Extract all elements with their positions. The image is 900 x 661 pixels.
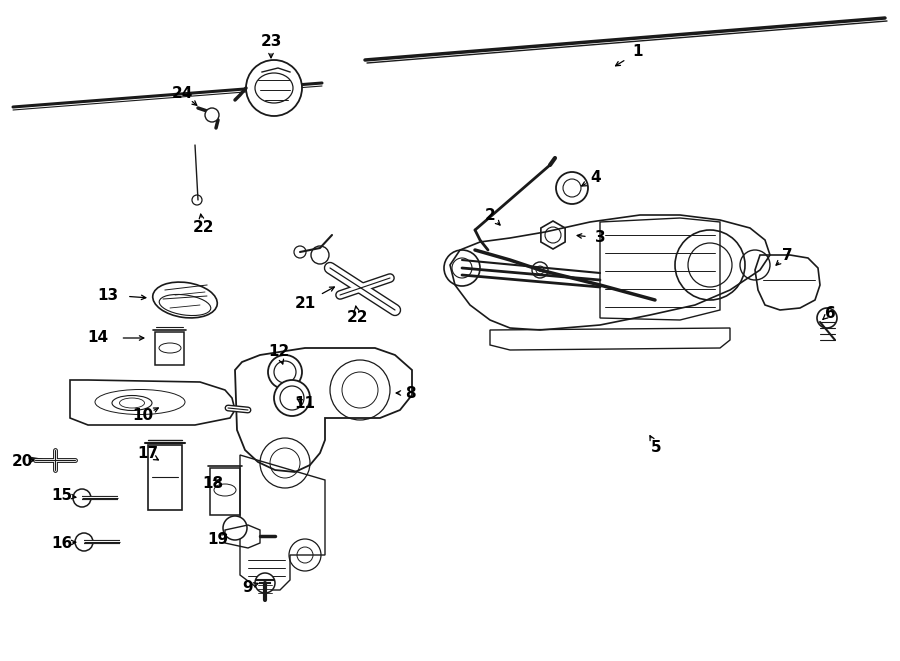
Text: 11: 11: [294, 397, 316, 412]
Text: 12: 12: [268, 344, 290, 360]
Text: 17: 17: [138, 446, 158, 461]
Circle shape: [817, 308, 837, 328]
Text: 6: 6: [824, 305, 835, 321]
Circle shape: [75, 533, 93, 551]
Circle shape: [268, 355, 302, 389]
Text: 22: 22: [347, 311, 369, 325]
Circle shape: [255, 573, 275, 593]
Text: 22: 22: [193, 221, 214, 235]
Circle shape: [274, 380, 310, 416]
Text: 14: 14: [87, 330, 109, 346]
Text: 1: 1: [633, 44, 643, 59]
Text: 24: 24: [171, 85, 193, 100]
Text: 2: 2: [484, 208, 495, 223]
Text: 19: 19: [207, 533, 229, 547]
Text: 15: 15: [51, 488, 73, 502]
Text: 21: 21: [294, 295, 316, 311]
Text: 16: 16: [51, 535, 73, 551]
Text: 9: 9: [243, 580, 253, 594]
Circle shape: [223, 516, 247, 540]
Circle shape: [556, 172, 588, 204]
Circle shape: [205, 108, 219, 122]
Text: 8: 8: [405, 385, 415, 401]
Text: 7: 7: [782, 247, 792, 262]
Circle shape: [73, 489, 91, 507]
Text: 18: 18: [202, 475, 223, 490]
Text: 3: 3: [595, 231, 606, 245]
Text: 10: 10: [132, 408, 154, 424]
Text: 23: 23: [260, 34, 282, 50]
Text: 5: 5: [651, 440, 661, 455]
Text: 4: 4: [590, 171, 601, 186]
Circle shape: [246, 60, 302, 116]
Text: 13: 13: [97, 288, 119, 303]
Text: 20: 20: [12, 453, 32, 469]
